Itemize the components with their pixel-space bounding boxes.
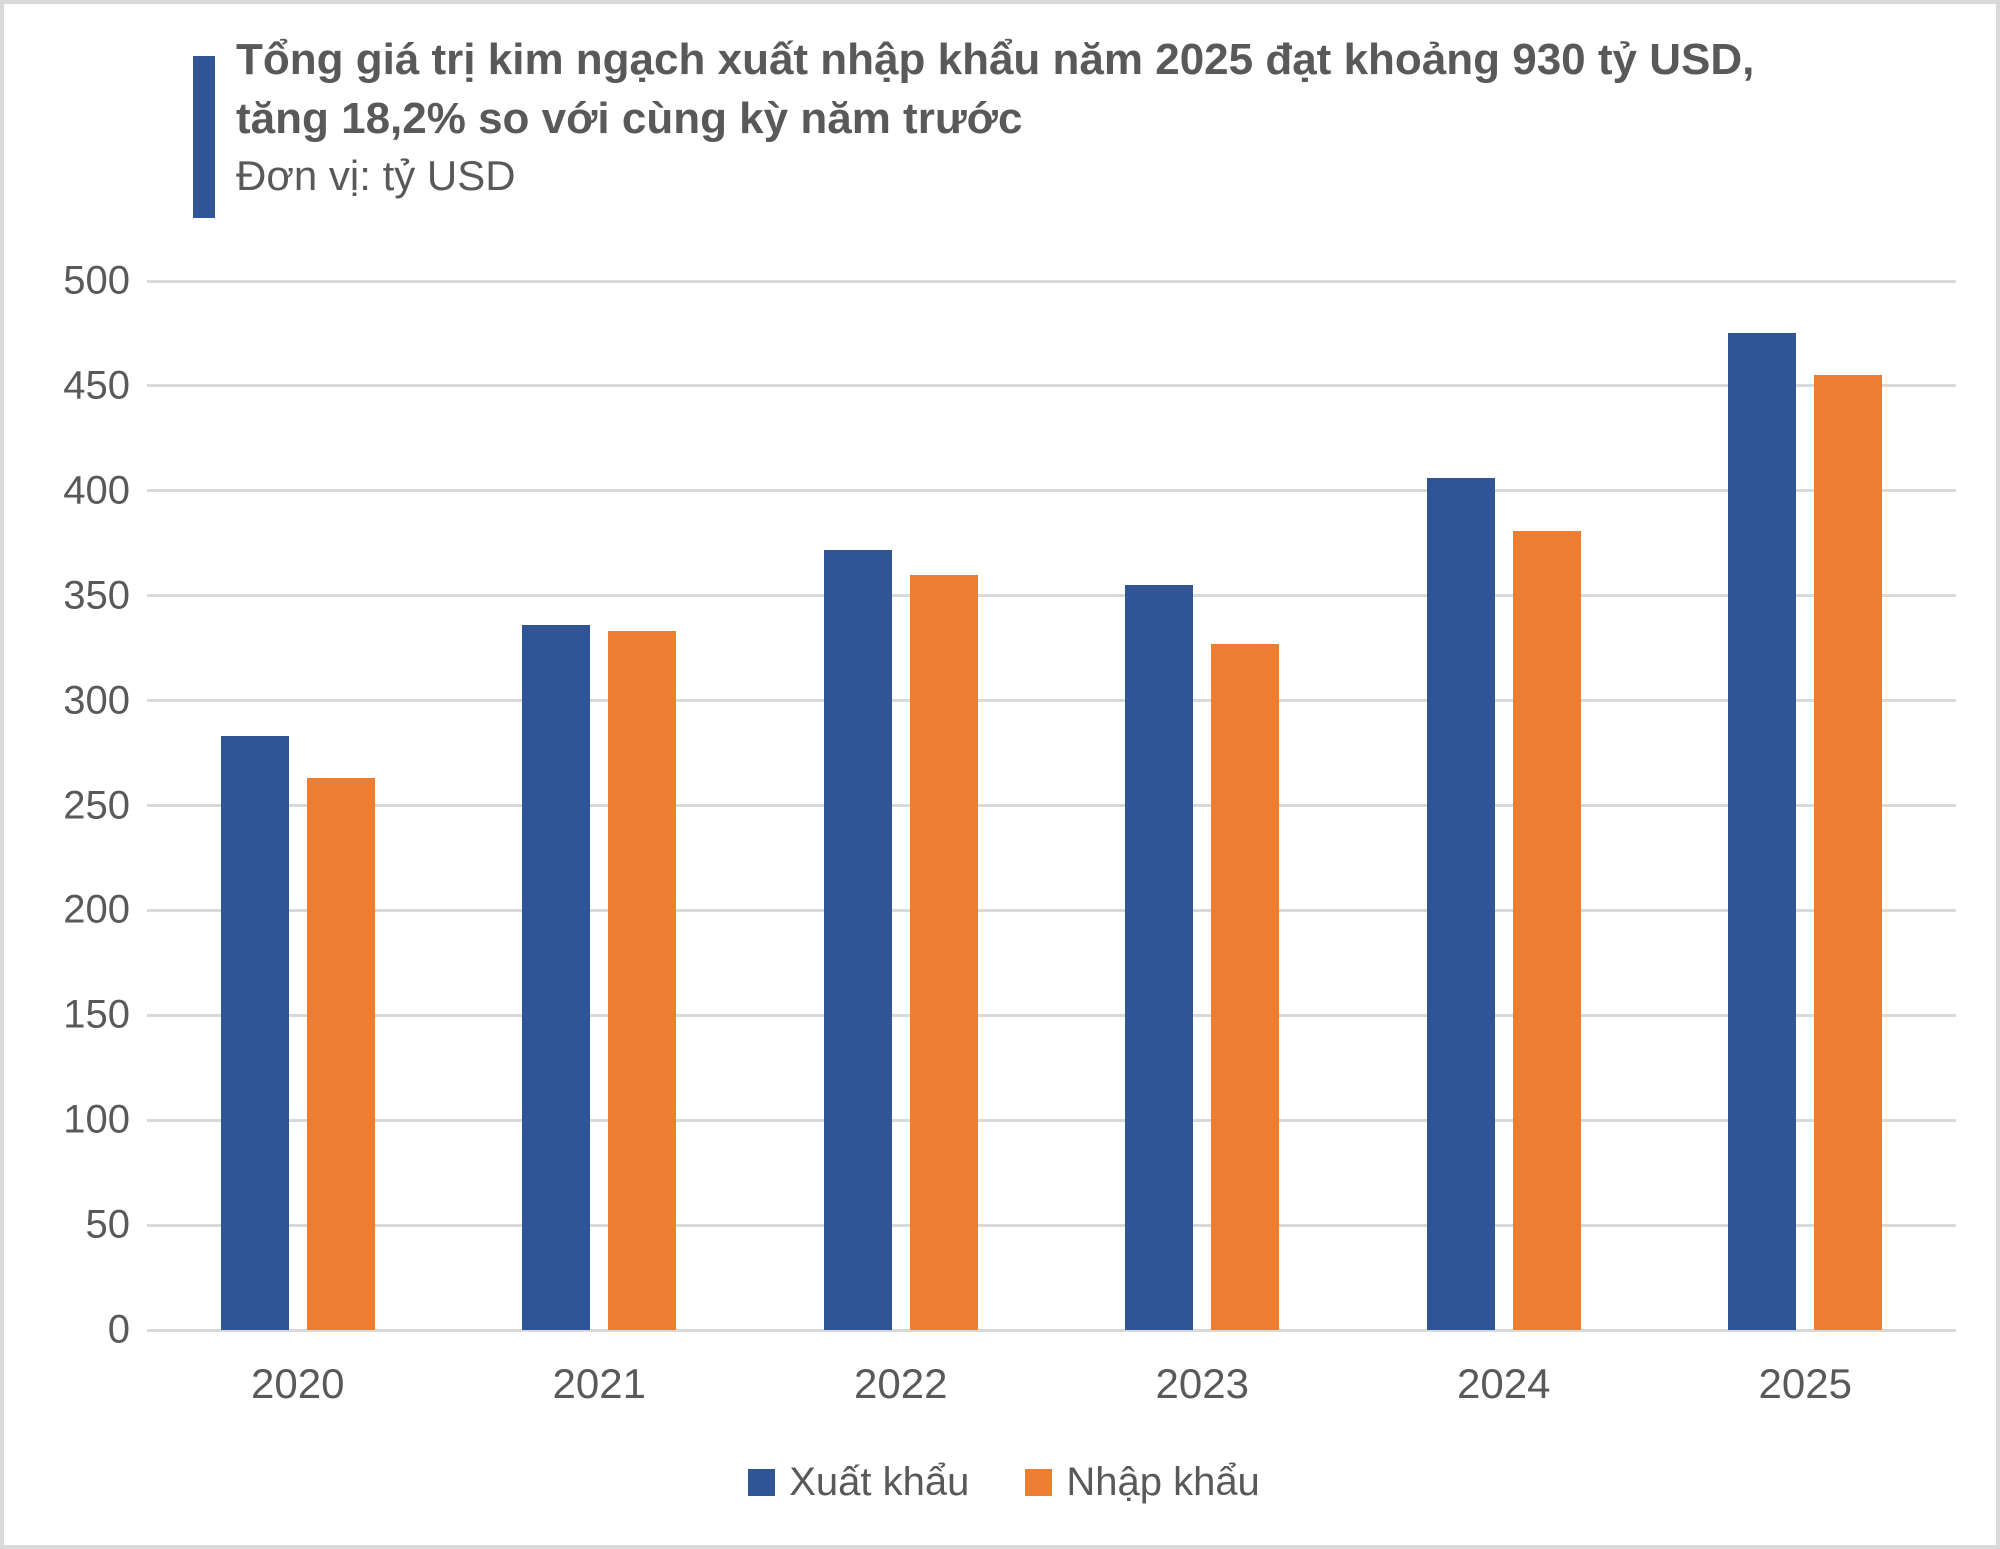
gridline-300 <box>147 699 1956 703</box>
chart-title: Tổng giá trị kim ngạch xuất nhập khẩu nă… <box>236 30 1876 204</box>
legend-swatch-nhap-khau <box>1025 1469 1053 1496</box>
x-tick-2024: 2024 <box>1457 1360 1551 1407</box>
legend-label-xuat-khau: Xuất khẩu <box>789 1460 970 1504</box>
y-tick-50: 50 <box>85 1202 131 1247</box>
x-tick-2023: 2023 <box>1155 1360 1249 1407</box>
y-tick-150: 150 <box>63 992 130 1037</box>
gridline-50 <box>147 1223 1956 1227</box>
legend-label-nhap-khau: Nhập khẩu <box>1066 1460 1260 1504</box>
y-tick-100: 100 <box>63 1097 130 1142</box>
title-accent-bar <box>193 56 215 218</box>
gridline-250 <box>147 804 1956 807</box>
bar-xuat-khau-2023 <box>1125 585 1194 1330</box>
y-tick-450: 450 <box>63 363 130 408</box>
bar-nhap-khau-2025 <box>1814 375 1883 1330</box>
bar-nhap-khau-2021 <box>608 631 677 1330</box>
y-tick-250: 250 <box>63 783 130 827</box>
y-tick-350: 350 <box>63 573 130 618</box>
bar-nhap-khau-2020 <box>306 778 375 1330</box>
x-tick-2020: 2020 <box>251 1360 345 1407</box>
chart-unit-subtitle: Đơn vị: tỷ USD <box>236 152 516 199</box>
legend-swatch-xuat-khau <box>748 1469 776 1496</box>
gridline-400 <box>147 489 1956 493</box>
bar-nhap-khau-2023 <box>1211 643 1280 1330</box>
y-axis-tick-labels: 0 50 100 150 200 250 300 350 400 450 500 <box>22 259 131 1352</box>
gridline-500 <box>147 279 1956 283</box>
bar-xuat-khau-2021 <box>522 625 591 1330</box>
bar-xuat-khau-2020 <box>220 736 289 1330</box>
x-axis-tick-labels: 2020 2021 2022 2023 2024 2025 <box>147 1360 1956 1420</box>
chart-title-line-1: Tổng giá trị kim ngạch xuất nhập khẩu nă… <box>236 35 1755 84</box>
gridline-450 <box>147 384 1956 388</box>
gridline-350 <box>147 594 1956 598</box>
plot-area <box>147 279 1956 1332</box>
y-tick-400: 400 <box>63 468 130 513</box>
gridline-0 <box>147 1328 1956 1332</box>
legend-item-nhap-khau: Nhập khẩu <box>1025 1460 1260 1505</box>
x-tick-2022: 2022 <box>854 1360 948 1407</box>
bar-nhap-khau-2022 <box>909 574 978 1330</box>
legend: Xuất khẩu Nhập khẩu <box>4 1460 1996 1505</box>
gridline-200 <box>147 908 1956 912</box>
bar-xuat-khau-2024 <box>1426 478 1495 1330</box>
gridline-150 <box>147 1013 1956 1017</box>
y-tick-500: 500 <box>63 258 130 303</box>
legend-item-xuat-khau: Xuất khẩu <box>748 1460 969 1505</box>
chart-title-line-2: tăng 18,2% so với cùng kỳ năm trước <box>236 94 1023 143</box>
y-tick-300: 300 <box>63 678 130 723</box>
bar-xuat-khau-2022 <box>823 549 892 1330</box>
x-tick-2025: 2025 <box>1758 1360 1852 1407</box>
y-tick-0: 0 <box>107 1307 130 1352</box>
bar-nhap-khau-2024 <box>1512 530 1581 1330</box>
x-tick-2021: 2021 <box>552 1360 646 1407</box>
y-tick-200: 200 <box>63 887 130 932</box>
gridline-100 <box>147 1118 1956 1122</box>
bar-xuat-khau-2025 <box>1728 333 1797 1330</box>
